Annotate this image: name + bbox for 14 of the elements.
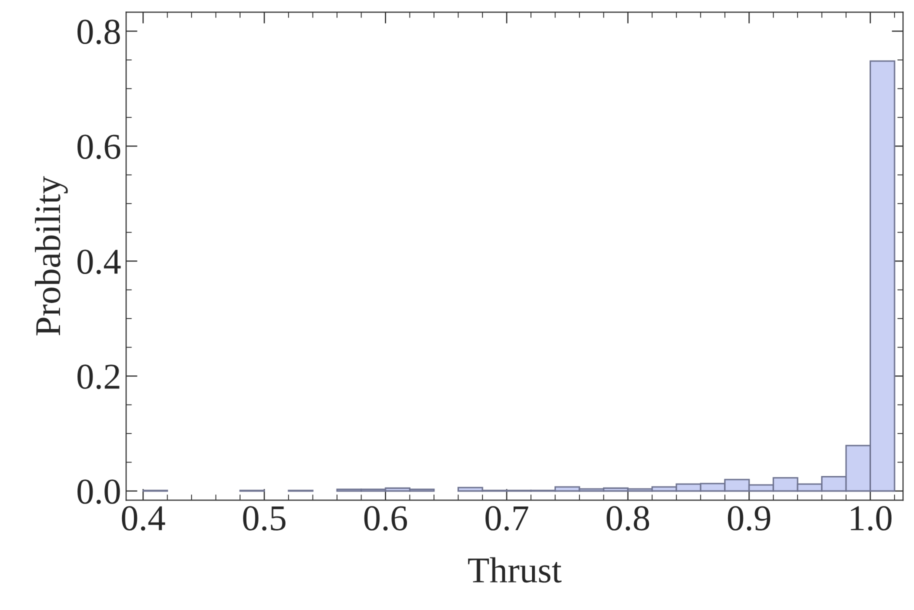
x-tick-label: 0.5	[243, 506, 286, 531]
x-tick-label: 0.9	[728, 506, 770, 531]
y-tick-label: 0.0	[78, 480, 120, 504]
y-axis-title: Probability	[34, 176, 68, 336]
x-tick-label: 0.6	[364, 506, 407, 531]
y-tick-label: 0.6	[78, 134, 120, 160]
y-tick-label: 0.2	[78, 364, 120, 390]
x-axis-title: Thrust	[468, 557, 562, 583]
x-tick-label: 0.4	[122, 506, 166, 531]
x-tick-label: 1.0	[850, 506, 892, 531]
y-tick-label: 0.8	[78, 20, 120, 44]
x-tick-label: 0.8	[606, 506, 650, 531]
x-tick-label: 0.7	[486, 506, 528, 531]
y-tick-label: 0.4	[78, 250, 121, 274]
